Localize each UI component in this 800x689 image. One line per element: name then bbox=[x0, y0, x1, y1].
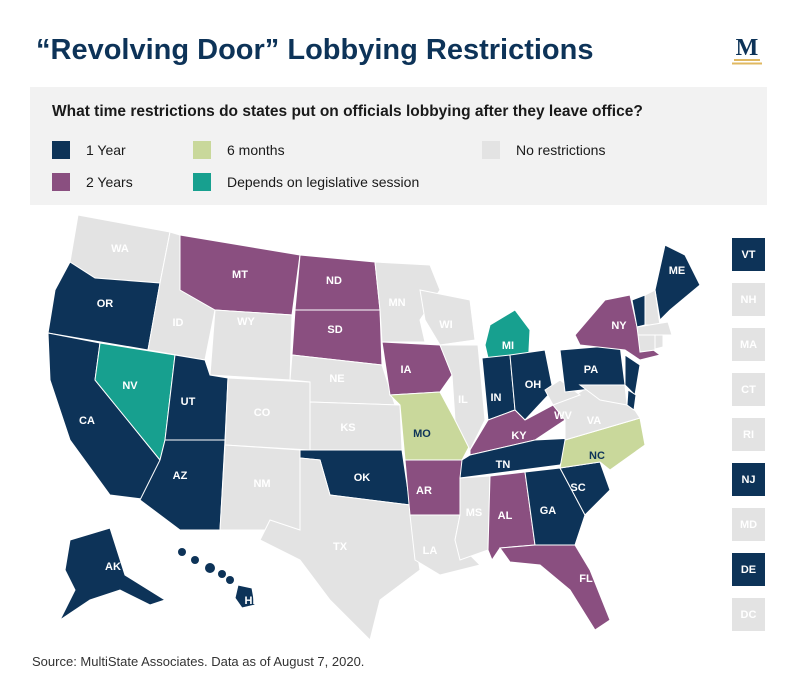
state-label: ND bbox=[326, 275, 342, 287]
state-tile-de: DE bbox=[732, 553, 765, 586]
state-label: GA bbox=[540, 505, 557, 517]
state-label: TX bbox=[333, 541, 348, 553]
hawaii-island bbox=[218, 570, 226, 578]
state-label: AK bbox=[105, 561, 121, 573]
state-label: SD bbox=[327, 324, 342, 336]
state-label: WA bbox=[111, 243, 129, 255]
state-mo bbox=[388, 391, 471, 461]
state-label: LA bbox=[423, 545, 438, 557]
state-label: ME bbox=[669, 265, 686, 277]
legend-item-depends: Depends on legislative session bbox=[193, 173, 419, 191]
state-label: UT bbox=[181, 396, 196, 408]
legend-item-2-years: 2 Years bbox=[52, 173, 133, 191]
state-tx bbox=[259, 457, 421, 641]
state-label: OH bbox=[525, 379, 542, 391]
state-label: NE bbox=[329, 373, 344, 385]
page-title: “Revolving Door” Lobbying Restrictions bbox=[36, 34, 594, 66]
state-label: HI bbox=[245, 595, 256, 607]
state-label: KS bbox=[340, 422, 355, 434]
state-label: MS bbox=[466, 507, 483, 519]
legend-item-1-year: 1 Year bbox=[52, 141, 126, 159]
state-label: FL bbox=[579, 573, 593, 585]
legend-swatch bbox=[52, 173, 70, 191]
state-tile-vt: VT bbox=[732, 238, 765, 271]
state-label: AZ bbox=[173, 470, 188, 482]
legend: What time restrictions do states put on … bbox=[30, 87, 767, 205]
legend-label: 2 Years bbox=[86, 174, 133, 190]
state-label: MI bbox=[502, 340, 514, 352]
hawaii-island bbox=[178, 548, 186, 556]
legend-question: What time restrictions do states put on … bbox=[52, 103, 643, 120]
state-tile-ma: MA bbox=[732, 328, 765, 361]
state-label: AR bbox=[416, 485, 432, 497]
legend-swatch bbox=[193, 173, 211, 191]
state-oh bbox=[509, 349, 554, 421]
legend-label: 6 months bbox=[227, 142, 285, 158]
legend-item-no-restrictions: No restrictions bbox=[482, 141, 605, 159]
multistate-logo: M bbox=[732, 35, 762, 65]
state-ct bbox=[637, 334, 656, 353]
state-label: IL bbox=[458, 394, 468, 406]
state-label: OK bbox=[354, 472, 371, 484]
state-ks bbox=[309, 401, 403, 451]
state-tile-dc: DC bbox=[732, 598, 765, 631]
legend-label: Depends on legislative session bbox=[227, 174, 420, 190]
state-ma bbox=[636, 321, 673, 336]
state-label: TN bbox=[496, 459, 511, 471]
state-label: MT bbox=[232, 269, 248, 281]
state-label: ID bbox=[173, 317, 184, 329]
svg-text:M: M bbox=[736, 35, 759, 61]
state-wv bbox=[544, 379, 582, 406]
state-label: NV bbox=[122, 380, 138, 392]
state-tile-nj: NJ bbox=[732, 463, 765, 496]
state-label: MO bbox=[413, 428, 431, 440]
source-note: Source: MultiState Associates. Data as o… bbox=[32, 654, 365, 669]
hawaii-island bbox=[205, 563, 215, 573]
state-label: SC bbox=[570, 482, 585, 494]
state-tile-md: MD bbox=[732, 508, 765, 541]
state-tile-nh: NH bbox=[732, 283, 765, 316]
legend-swatch bbox=[482, 141, 500, 159]
state-ia bbox=[381, 341, 453, 396]
hawaii-island bbox=[191, 556, 199, 564]
state-label: MN bbox=[388, 297, 405, 309]
state-ak bbox=[58, 527, 167, 622]
legend-item-6-months: 6 months bbox=[193, 141, 285, 159]
state-wi bbox=[419, 289, 476, 346]
state-label: WI bbox=[439, 319, 452, 331]
state-label: NM bbox=[253, 478, 270, 490]
state-me bbox=[654, 244, 701, 322]
state-label: NC bbox=[589, 450, 605, 462]
state-md bbox=[578, 384, 628, 406]
state-ri bbox=[654, 334, 664, 350]
legend-label: 1 Year bbox=[86, 142, 126, 158]
state-nj bbox=[624, 354, 641, 397]
state-fl bbox=[499, 544, 611, 631]
state-label: OR bbox=[97, 298, 114, 310]
state-de bbox=[626, 389, 637, 411]
legend-swatch bbox=[193, 141, 211, 159]
state-hi bbox=[234, 584, 256, 609]
state-tile-ri: RI bbox=[732, 418, 765, 451]
state-tile-ct: CT bbox=[732, 373, 765, 406]
state-label: AL bbox=[498, 510, 513, 522]
state-label: KY bbox=[511, 430, 527, 442]
hawaii-island bbox=[226, 576, 234, 584]
state-label: CA bbox=[79, 415, 95, 427]
legend-swatch bbox=[52, 141, 70, 159]
state-label: VA bbox=[587, 415, 602, 427]
state-label: CO bbox=[254, 407, 271, 419]
state-label: PA bbox=[584, 364, 599, 376]
state-label: WV bbox=[554, 410, 572, 422]
state-ar bbox=[404, 459, 463, 516]
state-label: IA bbox=[401, 364, 412, 376]
state-label: WY bbox=[237, 316, 255, 328]
state-label: NY bbox=[611, 320, 627, 332]
legend-label: No restrictions bbox=[516, 142, 606, 158]
state-in bbox=[481, 354, 516, 421]
state-label: IN bbox=[491, 392, 502, 404]
state-mn bbox=[374, 261, 441, 343]
